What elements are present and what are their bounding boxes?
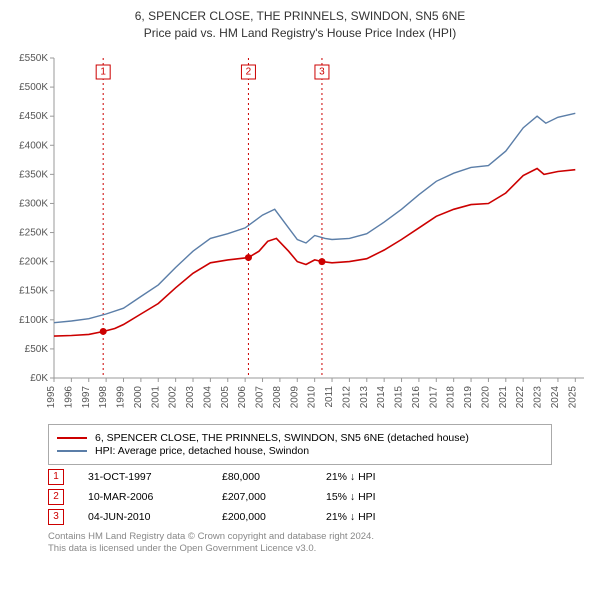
x-tick-label: 2007 (255, 385, 266, 408)
x-tick-label: 2019 (463, 385, 474, 408)
y-tick-label: £0K (30, 373, 48, 384)
title-line1: 6, SPENCER CLOSE, THE PRINNELS, SWINDON,… (8, 8, 592, 25)
y-tick-label: £550K (19, 53, 48, 64)
x-tick-label: 2020 (480, 385, 491, 408)
chart-title: 6, SPENCER CLOSE, THE PRINNELS, SWINDON,… (8, 8, 592, 42)
x-tick-label: 2012 (341, 385, 352, 408)
x-tick-label: 2013 (359, 385, 370, 408)
x-tick-label: 2011 (324, 385, 335, 407)
footer-attribution: Contains HM Land Registry data © Crown c… (48, 531, 552, 557)
legend: 6, SPENCER CLOSE, THE PRINNELS, SWINDON,… (48, 424, 552, 465)
x-tick-label: 2010 (307, 385, 318, 408)
legend-item: 6, SPENCER CLOSE, THE PRINNELS, SWINDON,… (57, 432, 543, 444)
sale-price: £200,000 (222, 511, 302, 523)
sale-date: 04-JUN-2010 (88, 511, 198, 523)
footer-line2: This data is licensed under the Open Gov… (48, 543, 552, 556)
sale-number-box: 1 (48, 469, 64, 485)
x-tick-label: 2003 (185, 385, 196, 408)
x-tick-label: 2024 (550, 385, 561, 408)
sale-row: 3 04-JUN-2010 £200,000 21% ↓ HPI (48, 509, 552, 525)
x-tick-label: 2009 (289, 385, 300, 408)
x-tick-label: 2017 (428, 385, 439, 408)
x-tick-label: 1996 (63, 385, 74, 408)
sale-row: 2 10-MAR-2006 £207,000 15% ↓ HPI (48, 489, 552, 505)
legend-item: HPI: Average price, detached house, Swin… (57, 445, 543, 457)
sale-date: 31-OCT-1997 (88, 471, 198, 483)
y-tick-label: £500K (19, 82, 48, 93)
sale-delta: 21% ↓ HPI (326, 511, 376, 523)
x-tick-label: 2023 (533, 385, 544, 408)
x-tick-label: 2000 (133, 385, 144, 408)
sale-row: 1 31-OCT-1997 £80,000 21% ↓ HPI (48, 469, 552, 485)
sale-price: £207,000 (222, 491, 302, 503)
sale-marker-number: 1 (100, 66, 106, 77)
x-tick-label: 2022 (515, 385, 526, 408)
y-tick-label: £100K (19, 314, 48, 325)
x-tick-label: 2008 (272, 385, 283, 408)
sale-number-box: 3 (48, 509, 64, 525)
y-tick-label: £200K (19, 256, 48, 267)
y-tick-label: £300K (19, 198, 48, 209)
legend-swatch (57, 450, 87, 452)
sale-delta: 15% ↓ HPI (326, 491, 376, 503)
x-tick-label: 2021 (498, 385, 509, 408)
sale-delta: 21% ↓ HPI (326, 471, 376, 483)
y-tick-label: £450K (19, 111, 48, 122)
y-tick-label: £50K (25, 344, 49, 355)
x-tick-label: 1999 (116, 385, 127, 408)
x-tick-label: 1995 (46, 385, 57, 408)
sale-marker-number: 3 (319, 66, 325, 77)
sale-point (318, 258, 325, 265)
sale-point (245, 254, 252, 261)
sale-point (100, 328, 107, 335)
chart-container: £0K £50K £100K £150K £200K £250K £300K £350K £40… (8, 48, 592, 418)
sale-number-box: 2 (48, 489, 64, 505)
legend-label: HPI: Average price, detached house, Swin… (95, 445, 309, 457)
y-tick-label: £350K (19, 169, 48, 180)
sale-price: £80,000 (222, 471, 302, 483)
sales-table: 1 31-OCT-1997 £80,000 21% ↓ HPI 2 10-MAR-2006… (48, 469, 552, 525)
title-line2: Price paid vs. HM Land Registry's House … (8, 25, 592, 42)
x-tick-label: 1998 (98, 385, 109, 408)
y-tick-label: £250K (19, 227, 48, 238)
sale-marker-number: 2 (246, 66, 252, 77)
x-tick-label: 2005 (220, 385, 231, 408)
x-tick-label: 2018 (446, 385, 457, 408)
x-tick-label: 2004 (202, 385, 213, 408)
sale-date: 10-MAR-2006 (88, 491, 198, 503)
y-tick-label: £400K (19, 140, 48, 151)
x-tick-label: 2025 (567, 385, 578, 408)
y-tick-label: £150K (19, 285, 48, 296)
footer-line1: Contains HM Land Registry data © Crown c… (48, 531, 552, 544)
x-tick-label: 2001 (150, 385, 161, 408)
x-tick-label: 2015 (394, 385, 405, 408)
x-tick-label: 1997 (81, 385, 92, 408)
legend-swatch (57, 437, 87, 439)
x-tick-label: 2016 (411, 385, 422, 408)
x-tick-label: 2014 (376, 385, 387, 408)
price-chart: £0K £50K £100K £150K £200K £250K £300K £350K £40… (8, 48, 592, 418)
x-tick-label: 2006 (237, 385, 248, 408)
legend-label: 6, SPENCER CLOSE, THE PRINNELS, SWINDON,… (95, 432, 469, 444)
x-tick-label: 2002 (168, 385, 179, 408)
